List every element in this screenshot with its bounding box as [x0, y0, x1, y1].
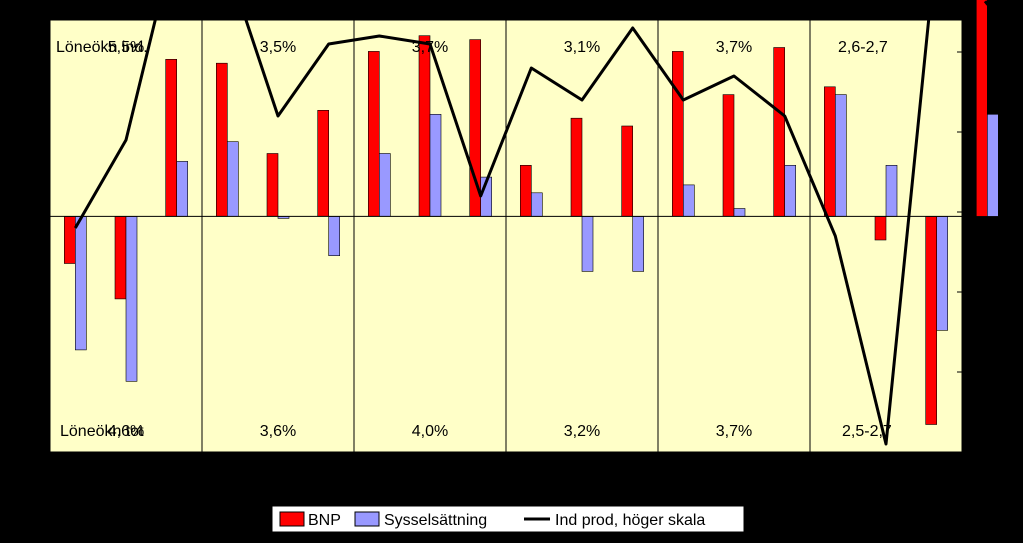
period-label-top: 3,7%: [412, 39, 448, 56]
bar-bnp: [773, 47, 786, 217]
bar-sysselsattning: [733, 208, 746, 217]
period-label-bottom: 3,6%: [260, 423, 296, 440]
legend-label-sysselsattning: Sysselsättning: [384, 512, 487, 529]
legend-box: [271, 505, 745, 533]
bar-bnp: [64, 216, 76, 264]
bar-bnp: [621, 125, 634, 217]
bar-bnp: [823, 86, 836, 217]
period-label-top: 2,6-2,7: [838, 39, 888, 56]
bar-bnp: [519, 165, 532, 217]
legend-label-bnp: BNP: [308, 512, 341, 529]
bar-bnp: [570, 117, 583, 217]
period-dividers: [201, 20, 811, 452]
bar-sysselsattning: [834, 94, 847, 217]
legend-swatch-bnp: [279, 511, 305, 527]
period-label-bottom: 4,6%: [108, 423, 144, 440]
period-label-bottom: 3,7%: [716, 423, 752, 440]
bar-sysselsattning: [75, 216, 87, 351]
bar-sysselsattning: [429, 114, 442, 217]
legend-swatch-sysselsattning: [354, 511, 380, 527]
period-label-top: 3,1%: [564, 39, 600, 56]
bar-sysselsattning: [986, 114, 999, 217]
bar-bnp: [722, 94, 735, 217]
bar-sysselsattning: [885, 165, 898, 217]
period-label-top: 5,5%: [108, 39, 144, 56]
bar-bnp: [114, 216, 127, 300]
left-axis-ticks: [45, 58, 50, 453]
period-label-top: 3,7%: [716, 39, 752, 56]
bar-sysselsattning: [328, 216, 341, 256]
top-row-label: Löneökn ind.: [56, 39, 148, 56]
period-label-top: 3,5%: [260, 39, 296, 56]
bar-bnp: [367, 51, 380, 217]
legend-label-ind-prod: Ind prod, höger skala: [555, 512, 705, 529]
period-label-bottom: 3,2%: [564, 423, 600, 440]
bars-group: [64, 0, 999, 425]
bar-sysselsattning: [632, 216, 645, 272]
bar-sysselsattning: [936, 216, 949, 331]
period-label-bottom: 4,0%: [412, 423, 448, 440]
bar-bnp: [216, 62, 228, 217]
bar-sysselsattning: [125, 216, 138, 382]
bar-sysselsattning: [530, 192, 543, 217]
bar-bnp: [266, 153, 279, 217]
bar-sysselsattning: [784, 165, 797, 217]
bar-sysselsattning: [176, 161, 188, 217]
ind-prod-line: [74, 0, 933, 446]
bar-bnp: [671, 51, 684, 217]
ind-prod-line-group: [74, 0, 1023, 446]
ind-prod-line-forecast: [982, 0, 1023, 40]
bar-bnp: [418, 35, 431, 217]
bar-sysselsattning: [581, 216, 594, 272]
bottom-row-label: Löneökn tot: [60, 423, 144, 440]
bar-bnp: [925, 216, 938, 425]
bar-bnp: [874, 216, 887, 241]
bar-bnp: [165, 58, 177, 217]
bar-bnp: [975, 0, 988, 217]
right-axis-ticks: [957, 51, 962, 453]
legend: BNP Sysselsättning Ind prod, höger skala: [271, 505, 745, 533]
period-label-bottom: 2,5-2,7: [842, 423, 892, 440]
period-labels: 5,5% 4,6% 3,5% 3,6% 3,7% 4,0% 3,1% 3,2% 3,7% 3,7%…: [108, 39, 892, 440]
bar-bnp: [317, 110, 330, 217]
bar-sysselsattning: [378, 153, 391, 217]
bar-sysselsattning: [682, 184, 695, 217]
bar-sysselsattning: [227, 141, 239, 217]
